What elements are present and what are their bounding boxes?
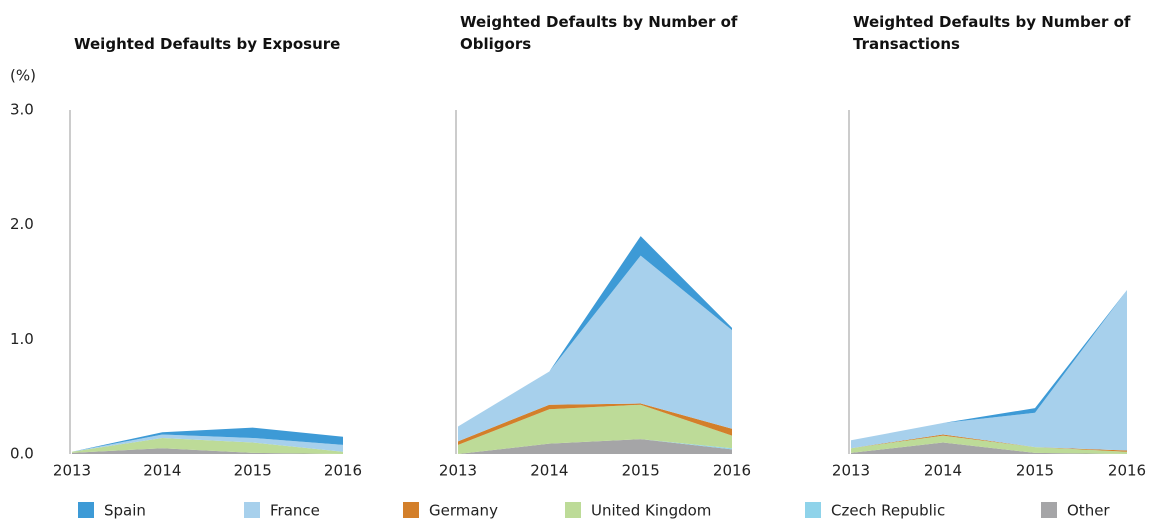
legend-swatch: [805, 502, 821, 518]
legend-swatch: [244, 502, 260, 518]
legend-swatch: [78, 502, 94, 518]
area: [72, 427, 343, 452]
legend-label: Spain: [104, 502, 146, 520]
area: [458, 439, 732, 454]
legend-swatch: [1041, 502, 1057, 518]
area: [851, 435, 1127, 454]
area: [72, 448, 343, 454]
x-tick-label: 2013: [439, 462, 477, 480]
x-tick-label: 2014: [143, 462, 181, 480]
x-tick-label: 2016: [324, 462, 362, 480]
x-tick-label: 2015: [1016, 462, 1054, 480]
x-tick-label: 2016: [713, 462, 751, 480]
x-tick-label: 2013: [832, 462, 870, 480]
area: [851, 434, 1127, 452]
legend-swatch: [565, 502, 581, 518]
area: [458, 404, 732, 454]
area: [851, 290, 1127, 451]
chart-title: Weighted Defaults by Exposure: [74, 35, 341, 53]
area: [851, 442, 1127, 454]
legend-label: Other: [1067, 502, 1110, 520]
y-tick-label: 1.0: [10, 330, 34, 348]
y-tick-label: 0.0: [10, 445, 34, 463]
legend-swatch: [403, 502, 419, 518]
x-tick-label: 2013: [53, 462, 91, 480]
legend-label: Germany: [429, 502, 498, 520]
legend-label: France: [270, 502, 320, 520]
legend-label: United Kingdom: [591, 502, 711, 520]
area: [72, 434, 343, 452]
legend-label: Czech Republic: [831, 502, 945, 520]
chart-title: Weighted Defaults by Number of Obligors: [460, 13, 738, 53]
x-tick-label: 2015: [234, 462, 272, 480]
x-tick-label: 2016: [1108, 462, 1146, 480]
area: [72, 437, 343, 454]
y-tick-label: 3.0: [10, 101, 34, 119]
y-tick-label: 2.0: [10, 215, 34, 233]
x-tick-label: 2014: [530, 462, 568, 480]
area: [458, 403, 732, 445]
x-tick-label: 2014: [924, 462, 962, 480]
area: [458, 255, 732, 442]
y-axis-label: (%): [10, 67, 36, 85]
x-tick-label: 2015: [622, 462, 660, 480]
chart-title: Weighted Defaults by Number of Transacti…: [853, 13, 1131, 53]
